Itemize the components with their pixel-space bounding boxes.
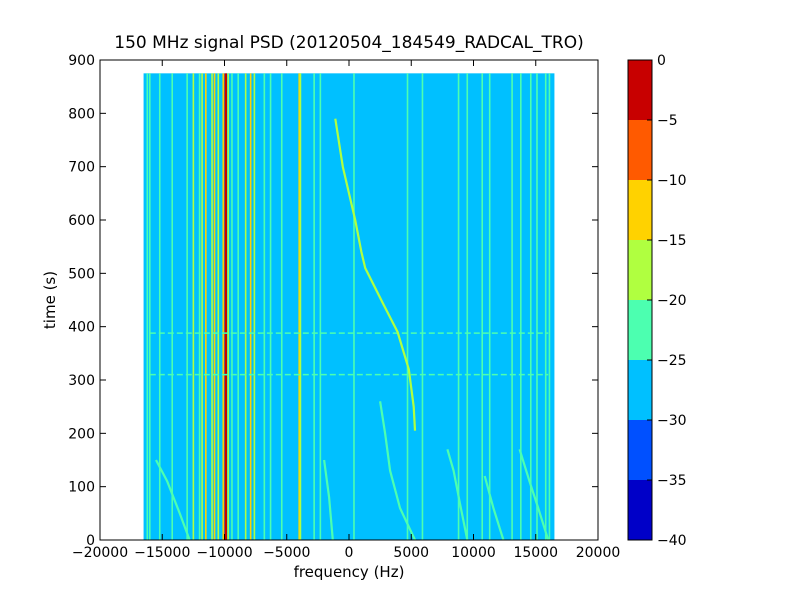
colorbar-segment: [628, 240, 652, 300]
carrier-line: [520, 73, 522, 540]
x-tick-label: 10000: [451, 545, 496, 561]
colorbar-segment: [628, 360, 652, 420]
carrier-line: [198, 73, 201, 540]
colorbar-tick-label: 0: [657, 53, 666, 69]
carrier-line: [466, 73, 469, 540]
chart-title: 150 MHz signal PSD (20120504_184549_RADC…: [114, 33, 583, 53]
colorbar-tick-label: −5: [657, 113, 678, 129]
drift-curves: [155, 118, 550, 540]
y-tick-label: 400: [68, 320, 95, 336]
carrier-line: [353, 73, 355, 540]
carrier-line: [158, 73, 161, 540]
carrier-line: [298, 73, 300, 540]
carrier-line: [237, 73, 239, 540]
carrier-line: [457, 73, 460, 540]
y-axis-label: time (s): [41, 271, 59, 329]
carrier-line: [224, 73, 227, 540]
colorbar-tick-label: −30: [657, 413, 687, 429]
colorbar-tick-label: −15: [657, 233, 687, 249]
drift-curve: [155, 459, 191, 540]
colorbar-segment: [628, 480, 652, 540]
carrier-line: [421, 73, 424, 540]
carrier-line: [280, 73, 283, 540]
x-tick-label: −15000: [134, 545, 190, 561]
x-tick-label: 20000: [576, 545, 621, 561]
carrier-line: [205, 73, 207, 540]
carrier-line: [263, 73, 266, 540]
carrier-line: [171, 73, 174, 540]
carrier-line: [211, 73, 213, 540]
carrier-line: [231, 73, 233, 540]
colorbar-segment: [628, 300, 652, 360]
y-tick-label: 300: [68, 373, 95, 389]
carrier-line: [149, 73, 151, 540]
carrier-line: [227, 73, 230, 540]
y-tick-label: 100: [68, 480, 95, 496]
colorbar: −40 −35 −30 −25 −20 −15 −10 −5 0: [627, 53, 687, 549]
colorbar-tick-label: −20: [657, 293, 687, 309]
carrier-line: [213, 73, 216, 540]
carrier-line: [511, 73, 513, 540]
y-tick-label: 700: [68, 160, 95, 176]
carrier-line: [313, 73, 315, 540]
x-axis-label: frequency (Hz): [294, 563, 405, 581]
x-tick-label: −20000: [72, 545, 128, 561]
carrier-line: [146, 73, 149, 540]
colorbar-tick-label: −25: [657, 353, 687, 369]
carrier-line: [548, 73, 551, 540]
carrier-line: [186, 73, 188, 540]
carrier-line: [319, 73, 322, 540]
colorbar-segment: [628, 420, 652, 480]
colorbar-tick-label: −40: [657, 533, 687, 549]
y-tick-label: 200: [68, 426, 95, 442]
drift-curve: [334, 118, 417, 431]
carrier-line: [544, 73, 547, 540]
carrier-line: [249, 73, 252, 540]
colorbar-segment: [628, 180, 652, 240]
x-tick-label: −10000: [196, 545, 252, 561]
carrier-line: [253, 73, 256, 540]
carrier-line: [299, 73, 302, 540]
y-tick-label: 0: [86, 533, 95, 549]
colorbar-segment: [628, 120, 652, 180]
colorbar-tick-label: −10: [657, 173, 687, 189]
carrier-line: [481, 73, 484, 540]
carrier-line: [488, 73, 491, 540]
x-tick-label: −5000: [263, 545, 310, 561]
x-tick-label: 5000: [393, 545, 429, 561]
spectrogram-plot-area: [143, 73, 555, 540]
drift-curve: [518, 448, 550, 540]
colorbar-segment: [628, 60, 652, 120]
carrier-line: [201, 73, 203, 540]
x-axis: −20000 −15000 −10000 −5000 0 5000 10000 15000 20…: [72, 60, 620, 561]
drift-curve: [483, 475, 505, 540]
carrier-line: [192, 73, 195, 540]
carrier-line: [536, 73, 538, 540]
carrier-line: [244, 73, 247, 540]
x-tick-label: 0: [345, 545, 354, 561]
carrier-line: [269, 73, 272, 540]
carrier-line: [222, 73, 225, 540]
y-tick-label: 900: [68, 53, 95, 69]
carrier-lines: [146, 73, 551, 540]
y-tick-label: 500: [68, 266, 95, 282]
x-tick-label: 15000: [513, 545, 558, 561]
horizontal-streaks: [149, 332, 549, 376]
carrier-line: [529, 73, 532, 540]
y-tick-label: 800: [68, 106, 95, 122]
drift-curve: [379, 401, 416, 540]
y-axis: 0 100 200 300 400 500 600 700 800 900: [68, 53, 598, 549]
colorbar-tick-label: −35: [657, 473, 687, 489]
drift-curve: [323, 459, 334, 540]
y-tick-label: 600: [68, 213, 95, 229]
carrier-line: [217, 73, 220, 540]
carrier-line: [406, 73, 409, 540]
drift-curve: [446, 448, 469, 540]
